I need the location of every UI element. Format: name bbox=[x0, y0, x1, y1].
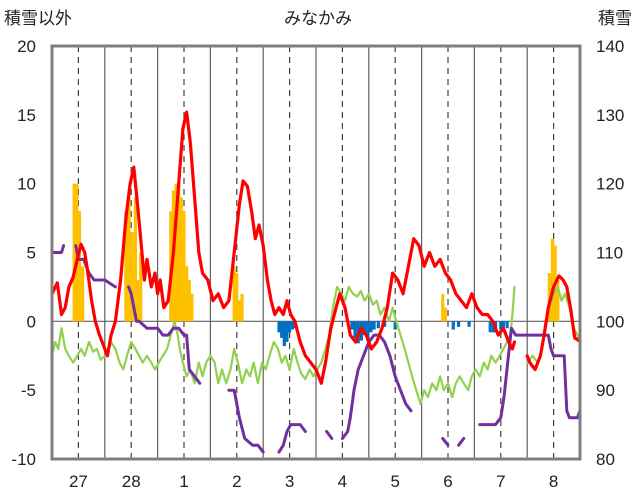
snowfall-bar bbox=[556, 280, 560, 322]
snowfall-bar bbox=[550, 238, 555, 322]
snow-decrease-bar bbox=[372, 321, 376, 330]
snow-decrease-bar bbox=[505, 321, 509, 329]
snow-decrease-bar bbox=[282, 321, 286, 347]
snow-decrease-bar bbox=[467, 321, 471, 327]
snowfall-bar bbox=[127, 197, 131, 322]
right-tick-labels: 140 130 120 110 100 90 80 bbox=[596, 37, 624, 469]
x-tick-label: 4 bbox=[338, 472, 347, 491]
snowfall-bar bbox=[136, 280, 140, 322]
left-tick-labels: 20 15 10 5 0 -5 -10 bbox=[11, 37, 36, 469]
right-axis-title: 積雪 bbox=[598, 9, 632, 29]
right-tick-label: 90 bbox=[596, 381, 615, 400]
series-layer bbox=[50, 110, 582, 454]
snowfall-bar bbox=[443, 307, 447, 322]
snowfall-bar bbox=[185, 266, 189, 322]
snowfall-bar bbox=[72, 183, 76, 322]
snowfall-bar bbox=[240, 293, 244, 322]
x-tick-label: 7 bbox=[496, 472, 505, 491]
snow-decrease-bar bbox=[366, 321, 370, 341]
snowfall-bar bbox=[179, 197, 183, 322]
x-tick-label: 6 bbox=[443, 472, 452, 491]
snowfall-bar bbox=[139, 252, 143, 322]
right-tick-label: 130 bbox=[596, 106, 624, 125]
x-tick-label: 2 bbox=[232, 472, 241, 491]
temperature-line bbox=[50, 110, 581, 385]
x-tick-label: 28 bbox=[122, 472, 141, 491]
x-tick-label: 8 bbox=[549, 472, 558, 491]
snowfall-bar bbox=[81, 266, 85, 322]
snow-decrease-bar bbox=[451, 321, 455, 330]
snow-decrease-bar bbox=[285, 321, 289, 342]
right-tick-label: 100 bbox=[596, 312, 624, 331]
left-tick-label: 5 bbox=[27, 244, 36, 263]
snowfall-bar bbox=[441, 293, 445, 322]
snowfall-bar bbox=[235, 273, 239, 322]
chart-title: みなかみ bbox=[284, 9, 352, 29]
snow-decrease-bar bbox=[350, 321, 354, 330]
snowfall-bar bbox=[187, 280, 191, 322]
snowfall-bar bbox=[77, 211, 82, 322]
x-tick-label: 5 bbox=[390, 472, 399, 491]
snowfall-bar bbox=[133, 197, 138, 322]
left-tick-label: -10 bbox=[11, 450, 36, 469]
snowfall-bar bbox=[237, 300, 242, 322]
snowfall-bar bbox=[124, 211, 128, 322]
right-tick-label: 120 bbox=[596, 175, 624, 194]
snowfall-bar bbox=[130, 231, 134, 322]
plot-border bbox=[50, 44, 582, 461]
plot-frame bbox=[50, 44, 582, 461]
x-tick-labels: 27 28 1 2 3 4 5 6 7 8 bbox=[69, 472, 558, 491]
left-tick-label: -5 bbox=[21, 381, 36, 400]
left-tick-label: 0 bbox=[27, 312, 36, 331]
snow-decrease-bar bbox=[376, 321, 380, 329]
snowfall-bar bbox=[182, 211, 186, 322]
snowfall-bar bbox=[174, 183, 178, 322]
left-tick-label: 10 bbox=[17, 175, 36, 194]
x-tick-label: 1 bbox=[179, 472, 188, 491]
snow-decrease-bar bbox=[277, 321, 281, 333]
snow-decrease-bar bbox=[501, 321, 506, 327]
snow-decrease-bar bbox=[499, 321, 503, 330]
snowfall-bar bbox=[177, 183, 181, 322]
snow-decrease-bar bbox=[280, 321, 284, 338]
right-tick-label: 110 bbox=[596, 244, 623, 263]
snow-decrease-bar bbox=[369, 321, 373, 333]
left-tick-label: 15 bbox=[17, 106, 36, 125]
right-tick-label: 140 bbox=[596, 37, 624, 56]
snow-decrease-bar bbox=[362, 321, 367, 336]
snow-decrease-bar bbox=[288, 321, 292, 333]
x-tick-label: 3 bbox=[285, 472, 294, 491]
snow-decrease-bar bbox=[353, 321, 357, 338]
snow-decrease-bar bbox=[393, 321, 397, 330]
right-tick-label: 80 bbox=[596, 450, 615, 469]
snowfall-bar bbox=[190, 293, 194, 322]
snowfall-bar bbox=[232, 266, 236, 322]
left-axis-title: 積雪以外 bbox=[4, 9, 72, 29]
snow-decrease-bar bbox=[456, 321, 461, 327]
snow-decrease-bar bbox=[290, 321, 294, 330]
snow-decrease-bar bbox=[488, 321, 492, 333]
x-tick-label: 27 bbox=[69, 472, 88, 491]
left-tick-label: 20 bbox=[17, 37, 36, 56]
